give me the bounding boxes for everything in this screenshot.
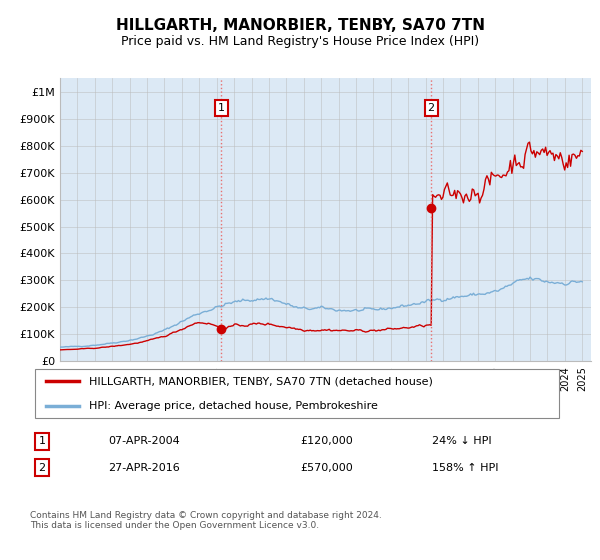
Text: 1: 1: [38, 436, 46, 446]
Text: Contains HM Land Registry data © Crown copyright and database right 2024.
This d: Contains HM Land Registry data © Crown c…: [30, 511, 382, 530]
Text: 27-APR-2016: 27-APR-2016: [108, 463, 180, 473]
Text: Price paid vs. HM Land Registry's House Price Index (HPI): Price paid vs. HM Land Registry's House …: [121, 35, 479, 49]
Text: HILLGARTH, MANORBIER, TENBY, SA70 7TN: HILLGARTH, MANORBIER, TENBY, SA70 7TN: [115, 18, 485, 32]
Text: £120,000: £120,000: [300, 436, 353, 446]
Text: 07-APR-2004: 07-APR-2004: [108, 436, 180, 446]
Text: 2: 2: [428, 103, 435, 113]
Text: HPI: Average price, detached house, Pembrokeshire: HPI: Average price, detached house, Pemb…: [89, 400, 378, 410]
Text: 24% ↓ HPI: 24% ↓ HPI: [432, 436, 491, 446]
Text: 1: 1: [218, 103, 225, 113]
Text: HILLGARTH, MANORBIER, TENBY, SA70 7TN (detached house): HILLGARTH, MANORBIER, TENBY, SA70 7TN (d…: [89, 376, 433, 386]
Text: 2: 2: [38, 463, 46, 473]
FancyBboxPatch shape: [35, 369, 559, 418]
Text: £570,000: £570,000: [300, 463, 353, 473]
Text: 158% ↑ HPI: 158% ↑ HPI: [432, 463, 499, 473]
